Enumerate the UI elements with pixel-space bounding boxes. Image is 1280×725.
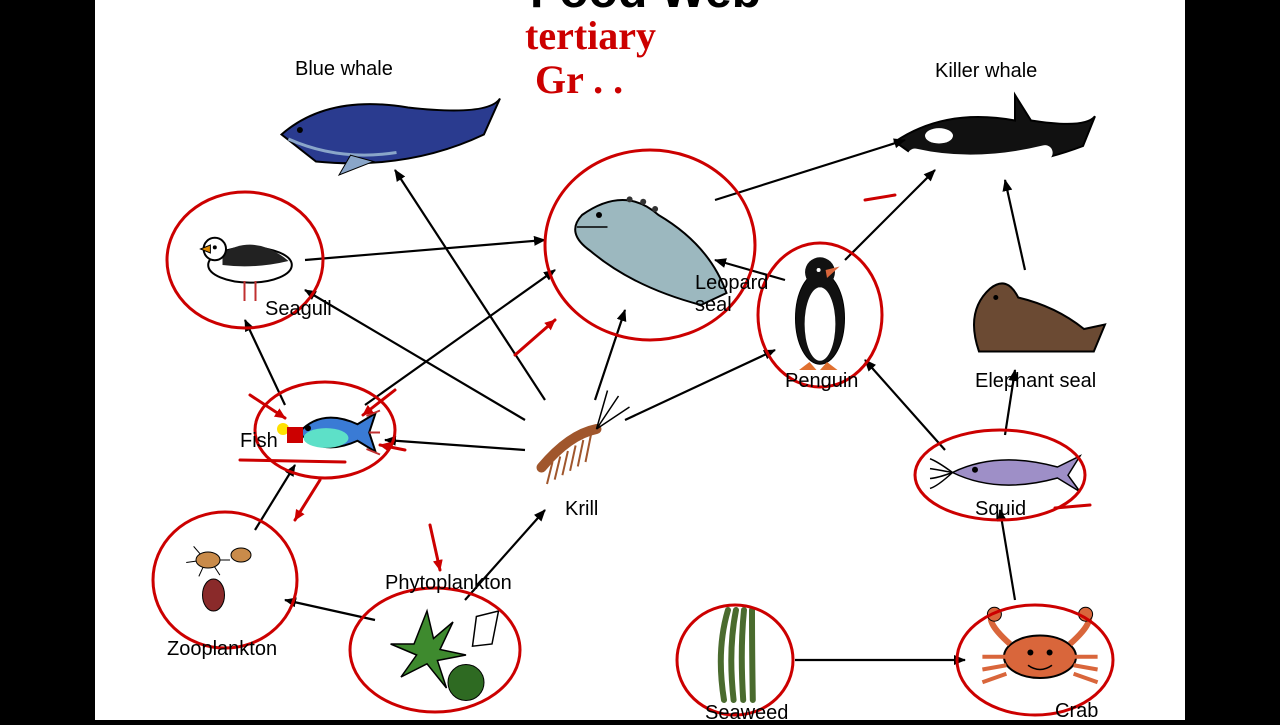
label-zooplankton: Zooplankton <box>167 638 277 661</box>
organism-phytoplankton <box>391 611 499 701</box>
scribble-kw-tick <box>865 195 895 200</box>
arrow-fish-to-leopard_seal <box>365 270 555 405</box>
label-blue_whale: Blue whale <box>295 58 393 81</box>
organism-killer_whale <box>895 95 1095 167</box>
label-krill: Krill <box>565 498 598 521</box>
label-killer_whale: Killer whale <box>935 60 1037 83</box>
organism-penguin <box>796 257 845 370</box>
arrow-leopard_seal-to-killer_whale <box>715 140 905 200</box>
label-penguin: Penguin <box>785 370 858 393</box>
arrow-penguin-to-killer_whale <box>845 170 935 260</box>
organism-zooplankton <box>186 546 251 611</box>
label-seagull: Seagull <box>265 298 332 321</box>
scribble-leopard-arrow <box>515 320 555 355</box>
label-elephant_seal: Elephant seal <box>975 370 1096 393</box>
organism-seagull <box>201 238 292 301</box>
organism-blue_whale <box>282 99 501 176</box>
annotation-circle-zooplankton <box>153 512 297 648</box>
organism-krill <box>542 391 630 485</box>
arrow-krill-to-penguin <box>625 350 775 420</box>
arrow-elephant_seal-to-killer_whale <box>1005 180 1025 270</box>
organism-crab <box>982 607 1097 682</box>
diagram-svg <box>95 0 1185 720</box>
arrow-crab-to-squid <box>1000 510 1015 600</box>
arrow-squid-to-penguin <box>865 360 945 450</box>
organism-seaweed <box>721 610 753 700</box>
diagram-stage: Food Web tertiary Gr . . Blue whaleKille… <box>95 0 1185 720</box>
arrow-krill-to-seagull <box>305 290 525 420</box>
organism-fish <box>299 411 380 455</box>
scribble-zoo-arrow <box>295 480 320 520</box>
arrow-krill-to-fish <box>385 440 525 450</box>
label-squid: Squid <box>975 498 1026 521</box>
label-fish: Fish <box>240 430 278 453</box>
organism-squid <box>930 456 1080 492</box>
arrow-krill-to-blue_whale <box>395 170 545 400</box>
label-leopard_seal: Leopard seal <box>695 272 785 316</box>
label-seaweed: Seaweed <box>705 702 788 725</box>
arrow-seagull-to-leopard_seal <box>305 240 545 260</box>
organism-elephant_seal <box>974 283 1105 351</box>
scribble-fish-arrow-1 <box>250 395 285 418</box>
scribble-phyto-arrow <box>430 525 440 570</box>
arrow-krill-to-leopard_seal <box>595 310 625 400</box>
cursor-square-icon <box>287 427 303 443</box>
label-phytoplankton: Phytoplankton <box>385 572 512 595</box>
scribble-fish-tick-1 <box>240 460 345 462</box>
